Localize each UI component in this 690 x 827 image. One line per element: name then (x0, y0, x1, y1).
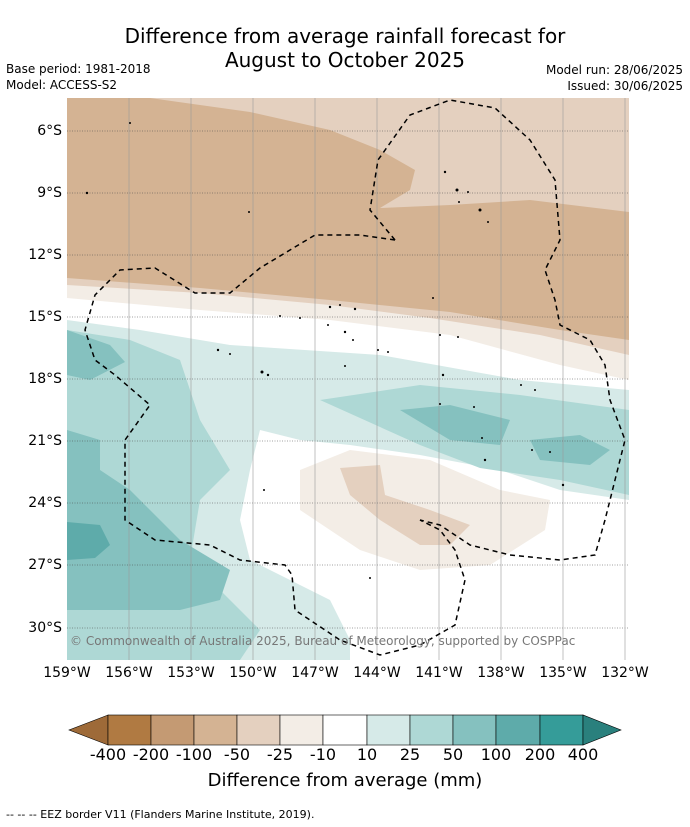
lon-label: 132°W (601, 665, 649, 681)
colorbar-tick: -400 (89, 745, 127, 764)
issued-date: Issued: 30/06/2025 (567, 79, 683, 93)
lat-label: 30°S (28, 620, 62, 636)
lat-label: 21°S (28, 433, 62, 449)
lat-label: 6°S (37, 123, 62, 139)
colorbar-min-arrow (68, 714, 109, 746)
colorbar-swatch-7 (366, 714, 411, 746)
lon-label: 159°W (43, 665, 91, 681)
colorbar-swatch-1 (107, 714, 152, 746)
colorbar-label: Difference from average (mm) (207, 770, 483, 791)
eez-borders (84, 99, 626, 656)
colorbar-tick: 10 (356, 745, 378, 764)
map-meridians (128, 98, 626, 660)
colorbar-swatch-9 (452, 714, 497, 746)
colorbar-tick: -100 (175, 745, 213, 764)
colorbar-tick: -25 (266, 745, 294, 764)
colorbar-tick: 25 (399, 745, 421, 764)
colorbar (68, 714, 622, 746)
lon-label: 135°W (539, 665, 587, 681)
colorbar-swatch-11 (539, 714, 584, 746)
dry-band-dark (67, 98, 629, 340)
colorbar-swatch-4 (236, 714, 281, 746)
wet-core-east (400, 405, 610, 465)
lat-label: 15°S (28, 309, 62, 325)
lat-label: 27°S (28, 557, 62, 573)
lat-label: 24°S (28, 495, 62, 511)
lon-label: 138°W (477, 665, 525, 681)
colorbar-swatch-3 (193, 714, 238, 746)
map-title-line1: Difference from average rainfall forecas… (124, 24, 566, 48)
colorbar-tick: -10 (309, 745, 337, 764)
colorbar-swatch-2 (150, 714, 195, 746)
wet-peak-west (67, 522, 110, 560)
wet-core-west (67, 330, 230, 610)
colorbar-tick: -50 (223, 745, 251, 764)
lon-label: 150°W (229, 665, 277, 681)
colorbar-tick: 100 (480, 745, 512, 764)
lon-label: 156°W (105, 665, 153, 681)
map-title-line2: August to October 2025 (224, 48, 466, 72)
lon-label: 141°W (415, 665, 463, 681)
model-run: Model run: 28/06/2025 (545, 63, 683, 77)
model-name: Model: ACCESS-S2 (6, 78, 118, 92)
lon-label: 153°W (167, 665, 215, 681)
colorbar-swatch-8 (409, 714, 454, 746)
eez-footnote: -- -- -- EEZ border V11 (Flanders Marine… (6, 808, 315, 821)
copyright-notice: © Commonwealth of Australia 2025, Bureau… (70, 634, 576, 648)
colorbar-max-arrow (582, 714, 622, 746)
colorbar-tick: -200 (132, 745, 170, 764)
lon-label: 144°W (353, 665, 401, 681)
lat-label: 9°S (37, 185, 62, 201)
map-gridlines (67, 130, 629, 629)
colorbar-tick: 400 (567, 745, 599, 764)
lat-label: 12°S (28, 247, 62, 263)
colorbar-tick: 200 (524, 745, 556, 764)
colorbar-swatch-10 (495, 714, 541, 746)
base-period: Base period: 1981-2018 (6, 62, 151, 76)
islands (85, 122, 565, 579)
colorbar-tick: 50 (442, 745, 464, 764)
colorbar-swatch-5 (279, 714, 324, 746)
lon-label: 147°W (291, 665, 339, 681)
colorbar-swatch-6 (322, 714, 368, 746)
lat-label: 18°S (28, 371, 62, 387)
map-plot-area (67, 98, 629, 660)
